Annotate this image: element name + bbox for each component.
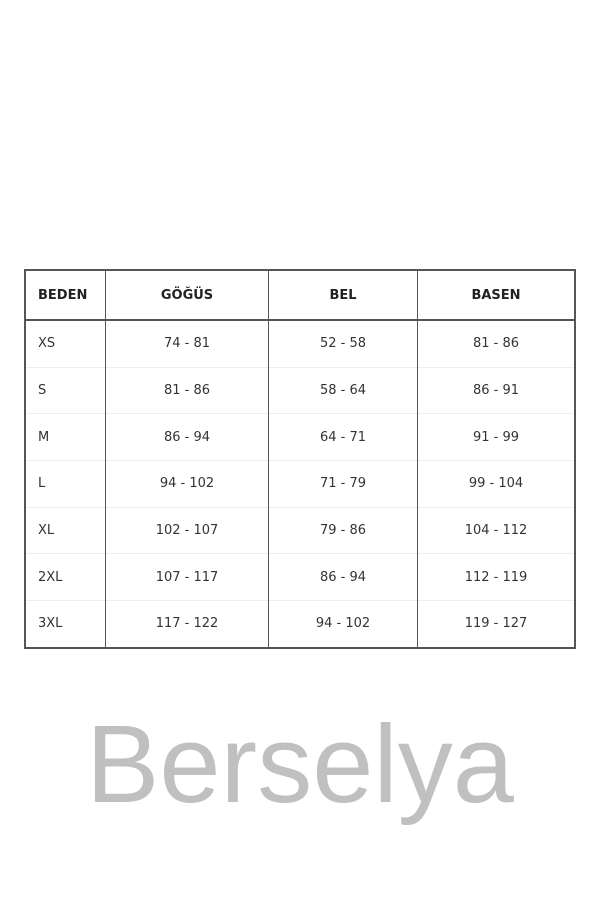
table-row: 3XL 117 - 122 94 - 102 119 - 127 bbox=[25, 600, 575, 648]
measurement-cell: 112 - 119 bbox=[417, 553, 575, 601]
measurement-cell: 102 - 107 bbox=[105, 506, 269, 554]
measurement-cell: 52 - 58 bbox=[268, 319, 418, 368]
header-bel: BEL bbox=[268, 270, 418, 321]
size-cell: 2XL bbox=[25, 553, 106, 601]
measurement-cell: 86 - 91 bbox=[417, 366, 575, 414]
measurement-cell: 94 - 102 bbox=[268, 600, 418, 648]
measurement-cell: 64 - 71 bbox=[268, 413, 418, 461]
table-body: XS 74 - 81 52 - 58 81 - 86 S 81 - 86 58 - 64 86… bbox=[25, 319, 575, 648]
measurement-cell: 119 - 127 bbox=[417, 600, 575, 648]
measurement-cell: 107 - 117 bbox=[105, 553, 269, 601]
measurement-cell: 81 - 86 bbox=[417, 319, 575, 368]
measurement-cell: 91 - 99 bbox=[417, 413, 575, 461]
measurement-cell: 104 - 112 bbox=[417, 506, 575, 554]
size-cell: S bbox=[25, 366, 106, 414]
measurement-cell: 86 - 94 bbox=[268, 553, 418, 601]
measurement-cell: 74 - 81 bbox=[105, 319, 269, 368]
measurement-cell: 71 - 79 bbox=[268, 460, 418, 508]
table-row: L 94 - 102 71 - 79 99 - 104 bbox=[25, 460, 575, 508]
measurement-cell: 117 - 122 bbox=[105, 600, 269, 648]
watermark: Berselya bbox=[86, 703, 514, 826]
table-row: XL 102 - 107 79 - 86 104 - 112 bbox=[25, 506, 575, 554]
size-cell: L bbox=[25, 460, 106, 508]
header-beden: BEDEN bbox=[25, 270, 106, 321]
header-basen: BASEN bbox=[417, 270, 575, 321]
measurement-cell: 58 - 64 bbox=[268, 366, 418, 414]
measurement-cell: 99 - 104 bbox=[417, 460, 575, 508]
measurement-cell: 94 - 102 bbox=[105, 460, 269, 508]
measurement-cell: 79 - 86 bbox=[268, 506, 418, 554]
table-row: XS 74 - 81 52 - 58 81 - 86 bbox=[25, 319, 575, 368]
size-cell: XL bbox=[25, 506, 106, 554]
table-row: 2XL 107 - 117 86 - 94 112 - 119 bbox=[25, 553, 575, 601]
table-row: S 81 - 86 58 - 64 86 - 91 bbox=[25, 366, 575, 414]
measurement-cell: 81 - 86 bbox=[105, 366, 269, 414]
header-gogus: GÖĞÜS bbox=[105, 270, 269, 321]
table-row: M 86 - 94 64 - 71 91 - 99 bbox=[25, 413, 575, 461]
size-chart-table: BEDEN GÖĞÜS BEL BASEN XS 74 - 81 52 - 58 81… bbox=[24, 269, 576, 649]
header-row: BEDEN GÖĞÜS BEL BASEN bbox=[25, 270, 575, 321]
size-cell: XS bbox=[25, 319, 106, 368]
measurement-cell: 86 - 94 bbox=[105, 413, 269, 461]
size-cell: 3XL bbox=[25, 600, 106, 648]
size-cell: M bbox=[25, 413, 106, 461]
